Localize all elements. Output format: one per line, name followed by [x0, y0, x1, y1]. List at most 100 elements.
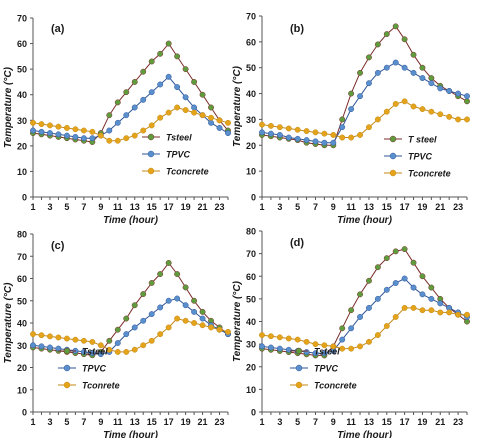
y-tick-label: 30: [246, 115, 256, 125]
data-point-concrete: [114, 348, 121, 355]
data-point-concrete: [357, 343, 363, 350]
y-tick-label: 20: [246, 141, 256, 151]
data-point-steel: [106, 337, 113, 344]
data-point-concrete: [63, 335, 70, 342]
data-point-concrete: [303, 338, 310, 345]
data-point-concrete: [182, 317, 189, 324]
data-point-concrete: [174, 104, 181, 111]
data-point-steel: [401, 36, 408, 43]
data-point-pvc: [357, 93, 363, 100]
x-tick-label: 21: [435, 417, 445, 427]
data-point-pvc: [419, 291, 426, 298]
data-point-concrete: [123, 135, 130, 142]
data-point-steel: [366, 54, 372, 61]
data-point-pvc: [267, 130, 274, 137]
data-point-concrete: [339, 345, 346, 352]
x-tick-label: 3: [277, 202, 282, 212]
data-point-pvc: [123, 331, 130, 338]
x-tick-label: 21: [198, 202, 208, 212]
data-point-concrete: [383, 108, 390, 115]
data-point-concrete: [30, 331, 36, 338]
panel-label: (a): [51, 23, 65, 35]
y-tick-label: 30: [17, 116, 27, 126]
data-point-concrete: [437, 111, 444, 118]
y-tick-label: 0: [22, 193, 27, 203]
data-point-pvc: [182, 94, 189, 101]
x-tick-label: 23: [215, 417, 225, 427]
x-tick-label: 11: [346, 202, 356, 212]
y-tick-label: 50: [17, 296, 27, 306]
data-point-concrete: [330, 131, 337, 138]
data-point-concrete: [339, 134, 346, 141]
data-point-pvc: [401, 64, 408, 71]
y-tick-label: 60: [246, 272, 256, 282]
x-tick-label: 13: [130, 417, 140, 427]
data-point-pvc: [165, 297, 172, 304]
data-point-concrete: [366, 124, 372, 131]
y-axis-title: Temperature (°C): [232, 65, 243, 147]
data-point-pvc: [131, 104, 138, 111]
y-tick-label: 10: [246, 167, 256, 177]
data-point-concrete: [89, 338, 96, 345]
data-point-steel: [114, 326, 121, 333]
data-point-concrete: [97, 342, 104, 349]
data-point-concrete: [321, 130, 328, 137]
data-point-pvc: [428, 295, 435, 302]
series-line-concrete: [32, 318, 229, 353]
data-point-concrete: [174, 315, 181, 322]
legend-marker: [389, 169, 397, 177]
legend-marker: [389, 135, 397, 143]
panel-label: (b): [290, 23, 304, 35]
data-point-concrete: [199, 112, 206, 119]
data-point-steel: [174, 53, 181, 60]
y-tick-label: 70: [17, 252, 27, 262]
x-tick-label: 3: [47, 202, 52, 212]
data-point-steel: [339, 325, 346, 332]
data-point-pvc: [38, 343, 45, 350]
y-tick-label: 10: [246, 385, 256, 395]
data-point-steel: [140, 291, 147, 298]
y-tick-label: 60: [17, 39, 27, 49]
data-point-pvc: [80, 348, 87, 355]
data-point-pvc: [165, 73, 172, 80]
x-tick-label: 15: [382, 417, 392, 427]
data-point-pvc: [321, 350, 328, 357]
legend: Tsteel TPVC Tconcrete: [142, 133, 209, 177]
data-point-pvc: [114, 119, 121, 126]
data-point-steel: [114, 99, 121, 106]
data-point-concrete: [285, 335, 292, 342]
data-point-steel: [366, 277, 372, 284]
data-point-steel: [157, 50, 164, 57]
data-point-pvc: [321, 139, 328, 146]
y-axis-title: Temperature (°C): [232, 280, 243, 362]
data-point-steel: [374, 264, 381, 271]
x-tick-label: 11: [113, 417, 123, 427]
legend-label: Tsteel: [166, 133, 192, 143]
legend-label: Tconcrete: [314, 381, 357, 391]
y-tick-label: 60: [246, 37, 256, 47]
data-point-steel: [419, 273, 426, 280]
x-tick-label: 7: [313, 202, 318, 212]
data-point-pvc: [148, 89, 155, 96]
legend-marker: [147, 133, 155, 141]
x-axis-title: Time (hour): [337, 215, 392, 226]
data-point-pvc: [339, 124, 346, 131]
data-point-pvc: [199, 315, 206, 322]
data-point-steel: [383, 255, 390, 262]
x-tick-label: 13: [364, 417, 374, 427]
data-point-pvc: [259, 343, 265, 350]
legend-label: TPVC: [408, 152, 433, 162]
data-point-concrete: [312, 129, 319, 136]
data-point-concrete: [148, 337, 155, 344]
data-point-steel: [419, 64, 426, 71]
y-tick-label: 40: [17, 319, 27, 329]
data-point-steel: [148, 58, 155, 65]
x-tick-label: 7: [81, 417, 86, 427]
data-point-pvc: [383, 286, 390, 293]
x-tick-label: 23: [215, 202, 225, 212]
data-point-concrete: [182, 107, 189, 114]
data-point-pvc: [157, 81, 164, 88]
